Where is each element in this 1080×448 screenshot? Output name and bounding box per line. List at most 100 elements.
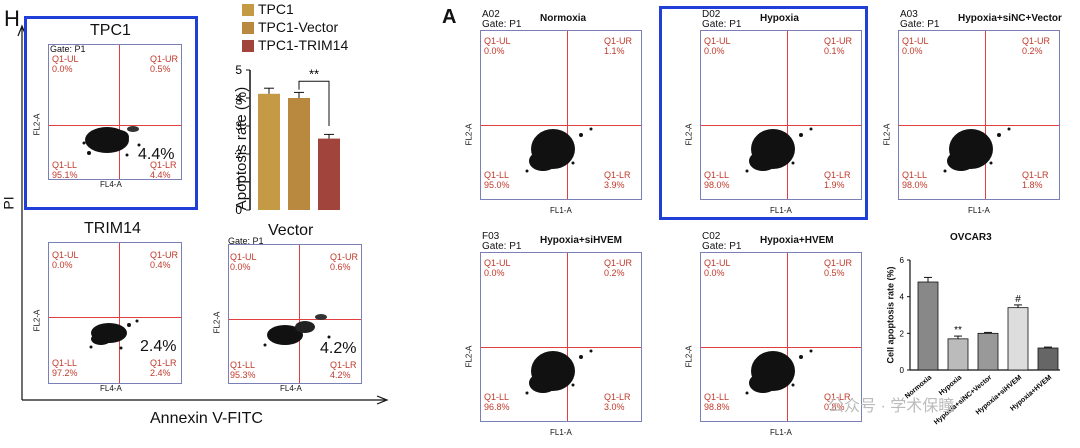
sample-id: F03: [482, 231, 500, 242]
x-axis-label: FL1-A: [550, 428, 572, 437]
panel-letter-h: H: [4, 6, 20, 31]
q-lr: Q1-LR 1.9%: [824, 170, 851, 190]
y-axis-fl2: FL2-A: [212, 311, 222, 334]
bar: [1007, 307, 1029, 371]
q-ur: Q1-UR 0.5%: [150, 54, 179, 74]
q-ur: Q1-UR 0.4%: [150, 250, 179, 270]
significance-label: **: [309, 66, 319, 81]
q-ul: Q1-UL 0.0%: [704, 36, 731, 56]
highlight-frame-tpc1: [24, 16, 198, 210]
bar: [947, 338, 969, 371]
q-ll: Q1-LL 98.0%: [704, 170, 730, 190]
y-tick-label: 0: [900, 366, 905, 375]
y-axis-fl2: FL2-A: [32, 309, 42, 332]
legend-swatch: [242, 22, 254, 34]
y-tick-label: 1: [235, 175, 242, 189]
bar: [258, 93, 280, 210]
q-ur: Q1-UR 0.2%: [1022, 36, 1051, 56]
plot-title-vector: Vector: [268, 222, 314, 239]
q-ll: Q1-LL 98.8%: [704, 392, 730, 412]
panel-letter-a: A: [442, 6, 457, 28]
q-ur: Q1-UR 0.6%: [330, 252, 359, 272]
sample-id: D02: [702, 9, 721, 20]
sample-id: C02: [702, 231, 721, 242]
left-axes-arrows: [17, 24, 389, 405]
y-tick-label: 2: [900, 329, 905, 338]
q-ur: Q1-UR 0.5%: [824, 258, 853, 278]
bar: [288, 98, 310, 210]
q-ll: Q1-LL 97.2%: [52, 358, 78, 378]
scatter-cloud: [525, 127, 593, 173]
scatter-cloud: [525, 349, 593, 395]
flow-plot: [700, 252, 862, 422]
significance-label: **: [954, 325, 962, 336]
q-ul: Q1-UL 0.0%: [704, 258, 731, 278]
legend-swatch: [242, 4, 254, 16]
plot-title: Hypoxia+siHVEM: [540, 235, 622, 246]
big-percent-tpc1: 4.4%: [138, 146, 175, 163]
flow-plot-tpc1: [48, 44, 182, 180]
q-ul: Q1-UL 0.0%: [52, 250, 79, 270]
bar: [1037, 347, 1059, 371]
highlight-frame-hypoxia: [659, 6, 868, 220]
legend-label: TPC1: [258, 1, 294, 17]
y-axis-label: FL2-A: [684, 345, 694, 368]
legend-label: TPC1-Vector: [258, 19, 339, 35]
q-ul: Q1-UL 0.0%: [484, 36, 511, 56]
gate-label: Gate: P1: [900, 19, 940, 30]
gate-label: Gate: P1: [702, 241, 742, 252]
x-axis-label: FL1-A: [770, 206, 792, 215]
plot-title-trim14: TRIM14: [84, 220, 141, 237]
q-ur: Q1-UR 0.1%: [824, 36, 853, 56]
flow-plot: [898, 30, 1060, 200]
y-tick-label: 3: [235, 119, 242, 133]
big-percent-vector: 4.2%: [320, 340, 357, 357]
q-ul: Q1-UL 0.0%: [230, 252, 257, 272]
right-bar-chart: 0246Normoxia**HypoxiaHypoxia+siNC+Vector…: [900, 256, 1060, 426]
scatter-cloud: [745, 349, 813, 395]
gate-label: Gate: P1: [702, 19, 742, 30]
flow-plot-vector: [228, 244, 362, 384]
q-lr: Q1-LR 2.4%: [150, 358, 177, 378]
scatter-cloud-tpc1: [82, 126, 141, 157]
q-lr: Q1-LR 4.4%: [150, 160, 177, 180]
x-axis-fl4: FL4-A: [100, 180, 122, 189]
x-axis-label-annexin: Annexin V-FITC: [150, 410, 263, 427]
q-ll: Q1-LL 95.1%: [52, 160, 78, 180]
right-bar-title: OVCAR3: [950, 232, 992, 243]
gate-label: Gate: P1: [482, 19, 522, 30]
flow-plot: [480, 30, 642, 200]
q-ll: Q1-LL 95.0%: [484, 170, 510, 190]
left-bar-chart: 0 1 2 3 4 5 **: [235, 63, 340, 217]
q-ll: Q1-LL 96.8%: [484, 392, 510, 412]
plot-title: Hypoxia+siNC+Vector: [958, 13, 1062, 24]
legend-swatch: [242, 40, 254, 52]
watermark: 公众号 · 学术保瞳: [828, 398, 955, 415]
plot-title: Normoxia: [540, 13, 587, 24]
bar: [318, 138, 340, 210]
flow-plot: [700, 30, 862, 200]
q-ll: Q1-LL 95.3%: [230, 360, 256, 380]
y-tick-label: 4: [900, 293, 905, 302]
legend-label: TPC1-TRIM14: [258, 37, 349, 53]
x-axis-fl4: FL4-A: [100, 384, 122, 393]
gate-label: Gate: P1: [482, 241, 522, 252]
flow-plot-trim14: [48, 242, 182, 384]
x-axis-label: FL1-A: [770, 428, 792, 437]
sample-id: A03: [900, 9, 918, 20]
y-tick-label: 4: [235, 91, 242, 105]
plot-title: Hypoxia: [760, 13, 799, 24]
y-tick-label: 5: [235, 63, 242, 77]
x-axis-fl4: FL4-A: [280, 384, 302, 393]
y-axis-fl2: FL2-A: [32, 113, 42, 136]
x-axis-label: FL1-A: [968, 206, 990, 215]
q-lr: Q1-LR 1.8%: [1022, 170, 1049, 190]
q-ur: Q1-UR 1.1%: [604, 36, 633, 56]
y-tick-label: 6: [900, 256, 905, 265]
q-lr: Q1-LR 3.9%: [604, 170, 631, 190]
y-axis-label-pi: PI: [0, 196, 17, 210]
bar: [977, 332, 999, 371]
y-axis-label: FL2-A: [464, 345, 474, 368]
y-axis-label: FL2-A: [882, 123, 892, 146]
plot-title-tpc1: TPC1: [90, 22, 131, 39]
